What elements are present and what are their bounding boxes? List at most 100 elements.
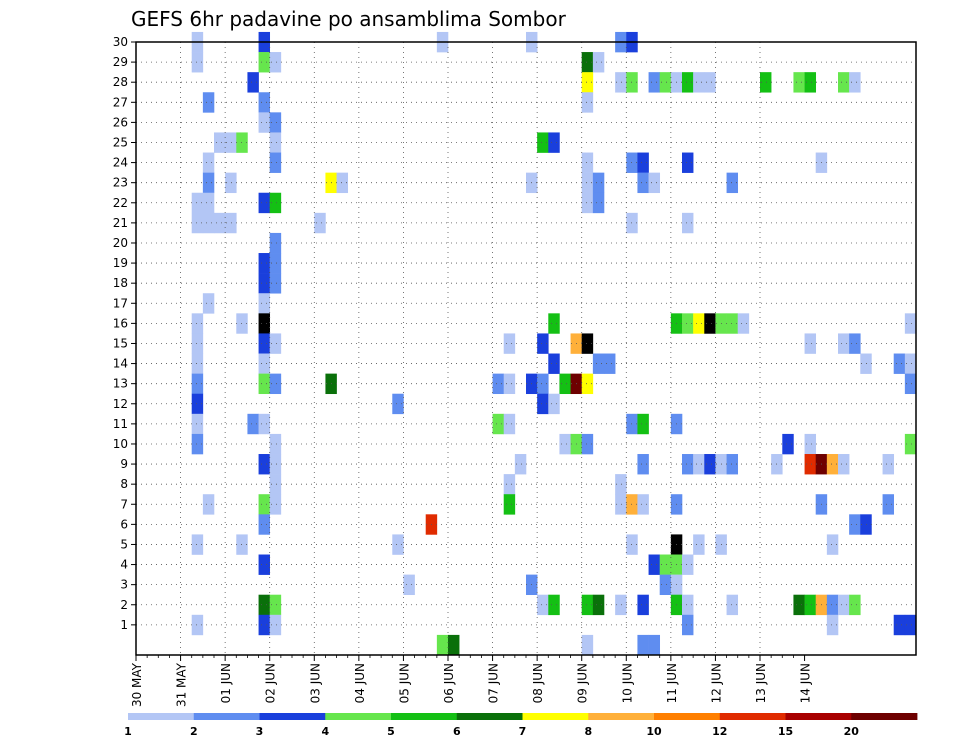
precip-cell bbox=[247, 72, 259, 93]
precip-cell bbox=[682, 313, 694, 334]
precip-cell bbox=[258, 313, 271, 334]
precip-cell bbox=[537, 594, 549, 616]
precip-cell bbox=[637, 172, 649, 194]
precip-cell bbox=[225, 132, 237, 153]
precip-cell bbox=[726, 454, 739, 475]
precip-cell bbox=[693, 454, 705, 475]
precip-cell bbox=[548, 313, 560, 334]
precip-cell bbox=[269, 454, 282, 475]
y-tick-label: 2 bbox=[120, 598, 128, 612]
precip-cell bbox=[648, 554, 661, 575]
precip-cell bbox=[893, 353, 906, 374]
precip-cell bbox=[258, 293, 271, 314]
precip-cell bbox=[682, 614, 694, 636]
precip-cell bbox=[269, 253, 282, 274]
precip-cell bbox=[191, 333, 204, 354]
precip-cell bbox=[191, 433, 204, 455]
x-tick-label: 05 JUN bbox=[397, 663, 411, 703]
precip-cell bbox=[804, 454, 817, 475]
precip-cell bbox=[726, 313, 739, 334]
precip-cell bbox=[581, 333, 594, 354]
colorbar-swatch bbox=[456, 713, 523, 720]
precip-cell bbox=[682, 72, 694, 93]
precip-cell bbox=[258, 413, 271, 435]
x-tick-label: 06 JUN bbox=[442, 663, 456, 703]
precip-cell bbox=[503, 474, 516, 495]
precip-cell bbox=[202, 494, 215, 515]
colorbar-swatch bbox=[325, 713, 392, 720]
precip-cell bbox=[804, 333, 817, 354]
x-tick-label: 10 JUN bbox=[620, 663, 634, 703]
colorbar-label: 4 bbox=[321, 725, 329, 738]
precip-cell bbox=[659, 554, 672, 575]
heatmap-cells bbox=[191, 31, 917, 656]
colorbar-swatch bbox=[391, 713, 458, 720]
precip-cell bbox=[904, 353, 917, 374]
precip-cell bbox=[202, 192, 215, 214]
precip-cell bbox=[503, 413, 516, 435]
colorbar-swatch bbox=[785, 713, 852, 720]
precip-cell bbox=[882, 494, 895, 515]
precip-cell bbox=[214, 212, 226, 234]
precip-cell bbox=[191, 373, 204, 395]
precip-cell bbox=[893, 614, 906, 636]
precip-cell bbox=[838, 594, 850, 616]
x-axis: 30 MAY 31 MAY 01 JUN 02 JUN 03 JUN 04 JUN 05 J… bbox=[130, 655, 813, 707]
colorbar-swatch bbox=[259, 713, 326, 720]
precip-cell bbox=[537, 393, 549, 415]
precip-cell bbox=[637, 594, 649, 616]
x-tick-label: 12 JUN bbox=[709, 663, 723, 703]
precip-cell bbox=[258, 192, 271, 214]
precip-cell bbox=[258, 554, 271, 575]
precip-cell bbox=[826, 534, 839, 555]
precip-cell bbox=[581, 172, 594, 194]
precip-cell bbox=[258, 514, 271, 535]
colorbar-label: 7 bbox=[519, 725, 527, 738]
precip-cell bbox=[214, 132, 226, 153]
precip-cell bbox=[904, 373, 917, 395]
y-tick-label: 22 bbox=[113, 196, 128, 210]
precip-cell bbox=[258, 454, 271, 475]
precip-cell bbox=[826, 614, 839, 636]
precip-cell bbox=[247, 413, 259, 435]
precip-cell bbox=[626, 534, 638, 555]
y-tick-label: 15 bbox=[113, 336, 128, 350]
precip-cell bbox=[581, 373, 594, 395]
precip-cell bbox=[592, 353, 605, 374]
precip-cell bbox=[314, 212, 326, 234]
precip-cell bbox=[604, 353, 616, 374]
precip-cell bbox=[615, 494, 627, 515]
precip-cell bbox=[191, 212, 204, 234]
precip-cell bbox=[838, 454, 850, 475]
precip-cell bbox=[191, 313, 204, 334]
precip-cell bbox=[269, 152, 282, 173]
precip-cell bbox=[191, 534, 204, 555]
precip-cell bbox=[615, 474, 627, 495]
precip-cell bbox=[258, 92, 271, 113]
x-tick-label: 09 JUN bbox=[576, 663, 590, 703]
precip-cell bbox=[592, 192, 605, 214]
precip-cell bbox=[849, 72, 861, 93]
precip-cell bbox=[503, 333, 516, 354]
y-tick-label: 5 bbox=[120, 537, 128, 551]
colorbar-swatch bbox=[588, 713, 655, 720]
y-tick-label: 20 bbox=[113, 236, 128, 250]
y-tick-label: 30 bbox=[113, 35, 128, 49]
colorbar-swatch bbox=[654, 713, 721, 720]
precip-cell bbox=[269, 433, 282, 455]
precip-cell bbox=[849, 333, 861, 354]
y-tick-label: 10 bbox=[113, 437, 128, 451]
precip-cell bbox=[269, 192, 282, 214]
precip-cell bbox=[336, 172, 349, 194]
precip-cell bbox=[904, 433, 917, 455]
precip-cell bbox=[548, 594, 560, 616]
precip-cell bbox=[537, 373, 549, 395]
precip-cell bbox=[269, 273, 282, 294]
y-tick-label: 17 bbox=[113, 296, 128, 310]
precip-cell bbox=[882, 454, 895, 475]
colorbar: 1 2 3 4 5 6 7 8 10 12 15 20 bbox=[124, 713, 918, 738]
colorbar-label: 1 bbox=[124, 725, 132, 738]
precip-cell bbox=[581, 192, 594, 214]
y-tick-label: 16 bbox=[113, 316, 128, 330]
